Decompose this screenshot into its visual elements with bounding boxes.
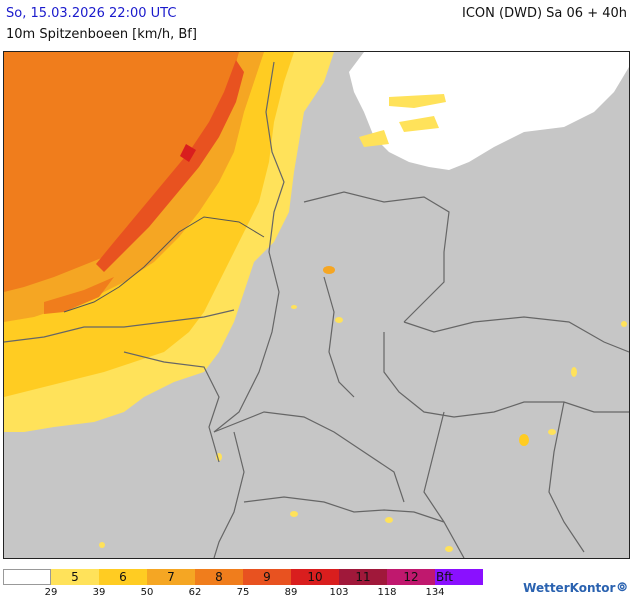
legend-tick: 50 bbox=[140, 587, 154, 598]
legend-swatch: 9 bbox=[243, 569, 291, 585]
legend-swatch: 12 bbox=[387, 569, 435, 585]
gust-zone-8 bbox=[4, 52, 239, 314]
gust-spot bbox=[445, 546, 453, 552]
color-legend: 5 6 7 8 9 10 11 12 Bft bbox=[3, 569, 483, 585]
legend-tick: 134 bbox=[425, 587, 445, 598]
legend-swatch: 7 bbox=[147, 569, 195, 585]
legend-tick: 103 bbox=[329, 587, 349, 598]
coastline bbox=[63, 216, 265, 313]
forecast-datetime: So, 15.03.2026 22:00 UTC bbox=[6, 6, 177, 21]
legend-swatch: Bft bbox=[435, 569, 483, 585]
legend-tick: 75 bbox=[236, 587, 250, 598]
gust-zone-9 bbox=[96, 60, 244, 272]
gust-spot bbox=[335, 317, 343, 323]
brand-name: WetterKontor bbox=[523, 580, 616, 595]
legend-tick: 39 bbox=[92, 587, 106, 598]
logo-icon: ⦾ bbox=[617, 580, 627, 594]
gust-spot bbox=[571, 367, 577, 377]
legend-swatch bbox=[3, 569, 51, 585]
legend-swatch: 6 bbox=[99, 569, 147, 585]
model-run-label: ICON (DWD) Sa 06 + 40h bbox=[462, 6, 627, 21]
gust-spot bbox=[621, 321, 627, 327]
gust-spot bbox=[99, 542, 105, 548]
gust-spot bbox=[290, 511, 298, 517]
gust-spot bbox=[548, 429, 556, 435]
map-canvas bbox=[4, 52, 629, 558]
gust-spot bbox=[385, 517, 393, 523]
legend-swatch: 11 bbox=[339, 569, 387, 585]
gust-zone-10 bbox=[180, 144, 196, 162]
legend-tick: 118 bbox=[377, 587, 397, 598]
legend-swatch: 5 bbox=[51, 569, 99, 585]
legend-tick: 89 bbox=[284, 587, 298, 598]
country-borders bbox=[4, 61, 629, 558]
gust-spot bbox=[519, 434, 529, 446]
legend-swatch: 10 bbox=[291, 569, 339, 585]
legend-swatch: 8 bbox=[195, 569, 243, 585]
legend-tick: 62 bbox=[188, 587, 202, 598]
legend-ticks: 29 39 50 62 75 89 103 118 134 bbox=[0, 587, 633, 601]
sea-mask bbox=[349, 52, 629, 170]
legend-tick: 29 bbox=[44, 587, 58, 598]
wetterkontor-logo: WetterKontor ⦾ bbox=[523, 580, 627, 595]
gust-spot bbox=[291, 305, 297, 309]
gust-zone-5 bbox=[359, 94, 446, 147]
gust-spot bbox=[323, 266, 335, 274]
parameter-label: 10m Spitzenboeen [km/h, Bf] bbox=[6, 27, 197, 42]
wind-gust-map bbox=[3, 51, 630, 559]
